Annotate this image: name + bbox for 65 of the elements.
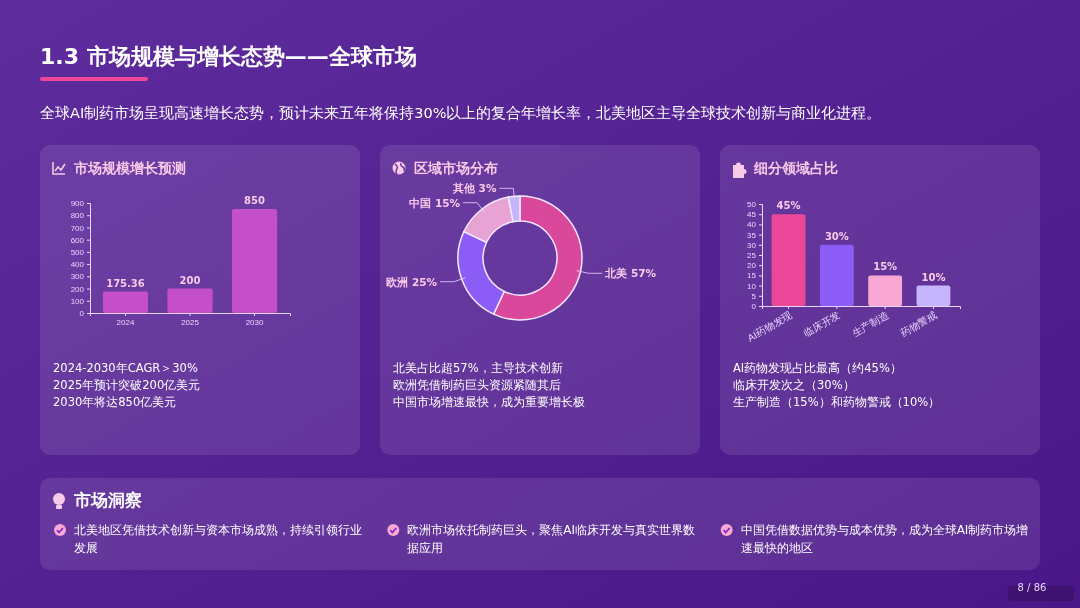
- slice-label: 中国 15%: [409, 196, 461, 209]
- text: 全球AI制药市场呈现高速增长态势，预计未来五年将保持30%以上的复合年增长率，北美地区主导全球技术创新与商业化进程。: [40, 105, 882, 121]
- y-tick-label: 900: [70, 199, 85, 209]
- y-tick-label: 500: [70, 247, 85, 257]
- y-tick-label: 35: [747, 230, 757, 240]
- text: 2030年将达850亿美元: [53, 395, 177, 409]
- x-tick-label: 药物警戒: [898, 309, 939, 340]
- bar: [167, 288, 213, 313]
- x-tick-label: 生产制造: [850, 309, 891, 340]
- y-tick-label: 400: [70, 260, 85, 270]
- y-tick-label: 0: [751, 302, 757, 312]
- slice-label: 其他 3%: [451, 182, 497, 196]
- x-tick-label: 2030: [245, 317, 264, 327]
- data-label: 10%: [921, 271, 946, 283]
- text: 2024-2030年CAGR＞30%: [53, 361, 198, 375]
- data-label: 45%: [776, 200, 801, 212]
- y-tick-label: 300: [70, 272, 85, 282]
- text: 1.3 市场规模与增长态势——全球市场: [40, 44, 417, 69]
- bar: [771, 214, 806, 306]
- bar: [868, 275, 903, 306]
- text: 2025年预计突破200亿美元: [53, 378, 201, 392]
- slice-label: 北美 57%: [604, 267, 657, 280]
- y-tick-label: 200: [70, 284, 85, 294]
- x-tick-label: AI药物发现: [745, 309, 794, 344]
- y-tick-label: 40: [747, 220, 757, 230]
- data-label: 850: [244, 195, 265, 207]
- text: 中国凭借数据优势与成本优势，成为全球AI制药市场增速最快的地区: [740, 523, 1029, 555]
- text: 北美占比超57%，主导技术创新: [393, 361, 563, 375]
- bar: [819, 244, 854, 306]
- y-tick-label: 0: [79, 309, 85, 319]
- slice-label: 欧洲 25%: [386, 275, 438, 288]
- y-tick-label: 50: [747, 200, 757, 210]
- y-tick-label: 5: [751, 291, 757, 301]
- y-tick-label: 25: [747, 251, 757, 261]
- y-tick-label: 600: [70, 235, 85, 245]
- data-label: 175.36: [106, 277, 145, 289]
- data-label: 200: [179, 274, 201, 286]
- text: 北美地区凭借技术创新与资本市场成熟，持续引领行业发展: [74, 523, 362, 555]
- y-tick-label: 45: [747, 210, 757, 220]
- y-tick-label: 800: [70, 211, 85, 221]
- text: 8 / 86: [1017, 582, 1047, 593]
- data-label: 30%: [824, 230, 849, 242]
- text: 中国市场增速最快，成为重要增长极: [393, 395, 585, 409]
- chart-title: 市场规模增长预测: [73, 160, 186, 176]
- data-label: 15%: [873, 261, 898, 273]
- text: 临床开发次之（30%）: [733, 378, 855, 392]
- text: 欧洲市场依托制药巨头，聚焦AI临床开发与真实世界数据应用: [407, 523, 696, 555]
- x-tick-label: 临床开发: [801, 309, 843, 340]
- text: 生产制造（15%）和药物警戒（10%）: [733, 395, 941, 409]
- y-tick-label: 10: [747, 281, 757, 291]
- y-tick-label: 100: [70, 296, 85, 306]
- text: 欧洲凭借制药巨头资源紧随其后: [393, 378, 561, 392]
- bar: [231, 209, 278, 313]
- y-tick-label: 15: [747, 271, 757, 281]
- x-tick-label: 2024: [116, 317, 135, 327]
- y-tick-label: 30: [747, 240, 757, 250]
- text: 市场洞察: [73, 490, 142, 510]
- y-tick-label: 20: [747, 261, 757, 271]
- y-tick-label: 700: [70, 223, 85, 233]
- chart-title: 细分领域占比: [753, 160, 838, 176]
- x-tick-label: 2025: [181, 317, 200, 327]
- chart-title: 区域市场分布: [414, 160, 498, 176]
- bar: [916, 285, 951, 306]
- text: AI药物发现占比最高（约45%）: [733, 361, 902, 375]
- bar: [102, 291, 149, 313]
